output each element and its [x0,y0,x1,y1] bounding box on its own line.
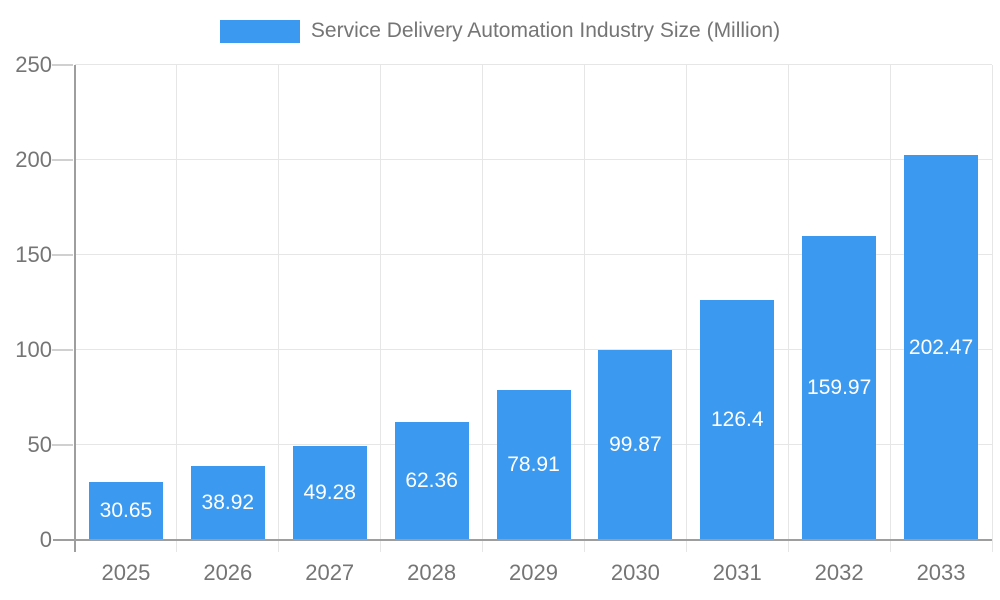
x-gridline [278,65,280,552]
x-gridline [889,65,891,552]
x-axis-tick-label: 2026 [203,560,253,585]
y-axis-tick [52,64,73,66]
bar[interactable]: 38.92 [190,466,265,540]
y-axis-tick [52,444,73,446]
bar-value-label: 159.97 [807,376,872,400]
y-axis-line [74,65,76,552]
bar[interactable]: 159.97 [802,236,877,540]
bar[interactable]: 30.65 [88,481,163,540]
x-gridline [583,65,585,552]
y-axis-tick-label: 50 [27,432,52,457]
y-gridline [75,349,992,350]
bar-value-label: 38.92 [201,491,255,515]
x-axis-tick-label: 2025 [101,560,151,585]
x-gridline [380,65,382,552]
x-axis-line [53,539,992,541]
y-axis-tick-label: 250 [15,52,52,77]
bar-value-label: 62.36 [405,468,458,492]
y-axis-tick [52,159,73,161]
bar-value-label: 78.91 [507,453,560,477]
bar[interactable]: 126.4 [700,299,775,540]
bar[interactable]: 62.36 [394,421,469,540]
bar[interactable]: 78.91 [496,390,571,540]
x-axis-tick-label: 2027 [305,560,355,585]
legend: Service Delivery Automation Industry Siz… [0,19,1000,43]
bar[interactable]: 99.87 [598,350,673,540]
bar-value-label: 202.47 [908,335,974,359]
y-axis-tick-label: 150 [15,242,52,267]
bar-value-label: 30.65 [99,498,153,522]
bar[interactable]: 202.47 [904,155,979,540]
x-axis-tick-label: 2028 [407,560,457,585]
x-gridline [482,65,484,552]
y-gridline [75,64,992,65]
x-axis-tick-label: 2031 [712,560,762,585]
x-gridline [685,65,687,552]
y-axis-tick-label: 100 [15,337,52,362]
y-gridline [75,159,992,160]
y-axis-tick-label: 200 [15,147,52,172]
legend-item[interactable]: Service Delivery Automation Industry Siz… [219,19,781,43]
x-gridline [176,65,178,552]
bar[interactable]: 49.28 [292,446,367,540]
y-axis-tick-label: 0 [39,527,52,552]
y-gridline [75,254,992,255]
x-gridline [787,65,789,552]
x-axis-tick-label: 2033 [916,560,966,585]
x-axis-tick-label: 2032 [814,560,864,585]
x-axis-tick-label: 2030 [610,560,660,585]
legend-swatch-icon [219,19,300,43]
x-axis-tick-label: 2029 [509,560,558,585]
bar-value-label: 99.87 [609,433,662,457]
legend-label: Service Delivery Automation Industry Siz… [310,19,781,42]
y-axis-tick [52,254,73,256]
y-axis-tick [52,349,73,351]
bar-value-label: 49.28 [303,481,356,505]
bar-value-label: 126.4 [710,407,764,431]
x-gridline [991,65,993,552]
